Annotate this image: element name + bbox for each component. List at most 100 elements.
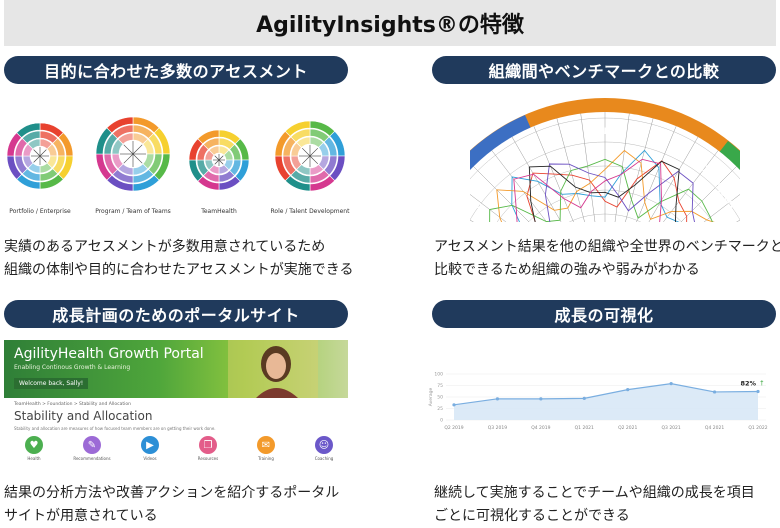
radar-spoke xyxy=(511,136,562,222)
radar-spoke xyxy=(473,166,530,222)
growth-chart: 0 25 50 75 100 Average Q2 2019 Q3 2019 Q4 2019 Q1… xyxy=(428,372,768,432)
data-point xyxy=(452,403,456,407)
data-point xyxy=(495,397,500,401)
portal-icon-recommendations[interactable]: ✎ Recommendations xyxy=(72,436,112,461)
wheel-segment xyxy=(117,132,134,145)
data-point xyxy=(626,388,630,392)
portal-icon-coaching[interactable]: ☺ Coaching xyxy=(304,436,344,461)
portal-icon-label: Recommendations xyxy=(73,456,111,461)
wheel-spoke xyxy=(33,149,41,157)
benchmark-line xyxy=(544,163,695,222)
radar-spoke xyxy=(736,219,740,222)
wheel-spoke xyxy=(39,149,47,157)
wheel-spoke xyxy=(123,153,134,164)
radar-spoke xyxy=(580,113,596,222)
x-tick-label: Q2 2019 xyxy=(444,425,463,431)
portal-icon-label: Coaching xyxy=(314,456,334,461)
x-tick-label: Q3 2019 xyxy=(488,425,507,431)
wheel-segment xyxy=(284,120,311,137)
portal-icon-health[interactable]: ♥ Health xyxy=(14,436,54,461)
portal-breadcrumb: TeamHealth > Foundation > Stability and … xyxy=(14,402,131,407)
health-icon: ♥ xyxy=(25,436,43,454)
x-tick-label: Q1 2021 xyxy=(575,425,594,431)
benchmark-line xyxy=(489,158,713,222)
wheel-caption-program: Program / Team of Teams xyxy=(95,208,171,215)
benchmark-desc-line2: 比較できるため組織の強みや弱みがわかる xyxy=(434,262,700,278)
data-point xyxy=(539,397,543,401)
radar-spoke xyxy=(648,136,699,222)
wheel-caption-portfolio: Portfolio / Enterprise xyxy=(9,208,71,215)
y-tick-label: 25 xyxy=(437,406,443,412)
portal-header: 成長計画のためのポータルサイト xyxy=(4,300,348,328)
training-icon: ✉ xyxy=(257,436,275,454)
visualization-desc: 継続して実施することでチームや組織の成長を項目 ごとに可視化することができる xyxy=(434,482,755,528)
benchmark-line xyxy=(496,149,715,222)
wheel-spoke xyxy=(39,155,47,163)
wheel-spoke xyxy=(132,144,143,155)
page-title: AgilityInsights®の特徴 xyxy=(256,13,524,38)
portal-desc-line2: サイトが用意されている xyxy=(4,508,158,524)
videos-icon: ▶ xyxy=(141,436,159,454)
recommendations-icon: ✎ xyxy=(83,436,101,454)
portal-icon-row: ♥ Health ✎ Recommendations ▶ Videos ❐ Resources… xyxy=(14,436,344,461)
data-point xyxy=(756,389,760,394)
portal-icon-label: Resources xyxy=(197,456,219,461)
radar-spoke xyxy=(470,219,474,222)
x-tick-label: Q1 2022 xyxy=(748,425,767,431)
visualization-desc-line1: 継続して実施することでチームや組織の成長を項目 xyxy=(434,485,755,501)
wheel-segment xyxy=(27,138,41,150)
radar-spoke xyxy=(703,194,740,222)
x-tick-label: Q3 2021 xyxy=(661,425,680,431)
y-tick-label: 50 xyxy=(437,395,443,401)
wheel-segment xyxy=(21,130,41,144)
y-tick-label: 75 xyxy=(437,383,443,389)
assessments-desc: 実績のあるアセスメントが多数用意されているため 組織の体制や目的に合わせたアセス… xyxy=(4,236,353,282)
benchmark-desc: アセスメント結果を他の組織や全世界のベンチマークと 比較できるため組織の強みや弱… xyxy=(434,236,780,282)
wheel-segment xyxy=(16,122,41,139)
portal-icon-videos[interactable]: ▶ Videos xyxy=(130,436,170,461)
wheel-segment xyxy=(112,124,134,139)
portal-subtitle: Enabling Continous Growth & Learning xyxy=(14,364,131,371)
visualization-desc-line2: ごとに可視化することができる xyxy=(434,508,630,524)
portal-icon-label: Health xyxy=(27,456,41,461)
wheel-segment xyxy=(197,129,220,145)
portal-title: AgilityHealth Growth Portal xyxy=(14,346,204,362)
data-point xyxy=(669,382,673,386)
up-arrow-icon: ↑ xyxy=(759,379,765,387)
wheel-spoke xyxy=(302,148,311,157)
y-axis-label: Average xyxy=(428,388,434,407)
benchmark-line xyxy=(511,149,680,222)
portal-screenshot: AgilityHealth Growth Portal Enabling Con… xyxy=(4,340,348,464)
wheel-segment xyxy=(296,136,311,148)
portal-icon-training[interactable]: ✉ Training xyxy=(246,436,286,461)
data-point xyxy=(712,390,717,394)
y-tick-label: 0 xyxy=(440,418,443,424)
radar-spoke xyxy=(625,118,654,222)
page-title-bar: AgilityInsights®の特徴 xyxy=(4,0,776,46)
wheel-spoke xyxy=(132,153,143,164)
portal-desc: 結果の分析方法や改善アクションを紹介するポータル サイトが用意されている xyxy=(4,482,339,528)
coaching-icon: ☺ xyxy=(315,436,333,454)
wheel-caption-role: Role / Talent Development xyxy=(271,208,351,215)
radar-spoke xyxy=(491,150,547,222)
portal-icon-label: Training xyxy=(258,456,274,461)
last-value-label: 82% xyxy=(740,379,756,387)
x-tick-label: Q2 2021 xyxy=(618,425,637,431)
benchmark-line xyxy=(528,160,680,222)
x-tick-label: Q4 2021 xyxy=(705,425,724,431)
assessments-desc-line1: 実績のあるアセスメントが多数用意されているため xyxy=(4,239,326,255)
portal-icon-resources[interactable]: ❐ Resources xyxy=(188,436,228,461)
y-tick-label: 100 xyxy=(434,372,443,378)
wheel-segment xyxy=(208,145,220,156)
portal-heading: Stability and Allocation xyxy=(14,409,153,423)
radar-spoke xyxy=(636,126,677,222)
benchmark-line xyxy=(526,160,688,222)
wheel-spoke xyxy=(33,155,41,163)
wheel-spoke xyxy=(214,155,220,161)
portal-icon-label: Videos xyxy=(143,456,157,461)
radar-spoke xyxy=(614,113,630,222)
wheel-segment xyxy=(106,116,134,134)
assessments-header: 目的に合わせた多数のアセスメント xyxy=(4,56,348,84)
benchmark-radar: CLARITY PERFORMANCE DATION xyxy=(470,98,740,222)
resources-icon: ❐ xyxy=(199,436,217,454)
